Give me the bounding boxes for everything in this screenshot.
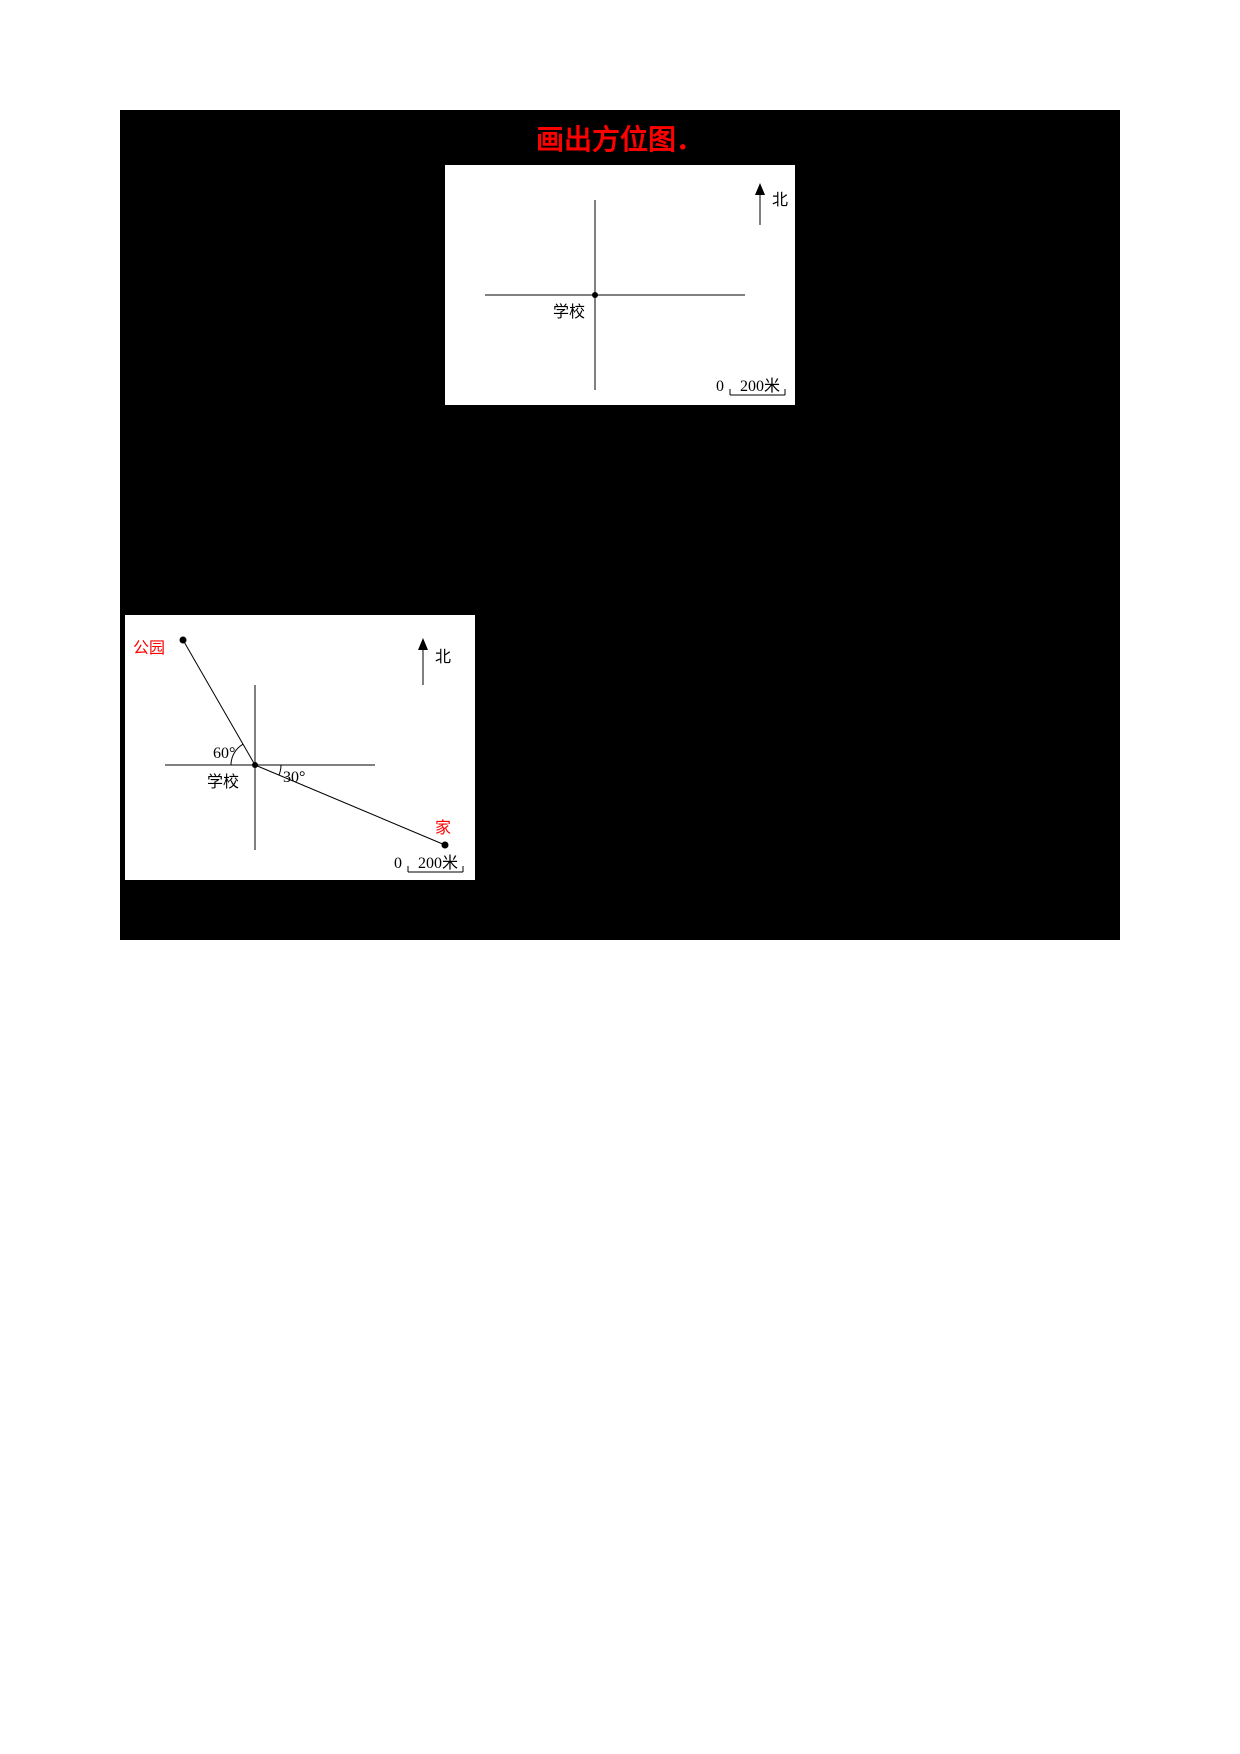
svg-text:公园: 公园 xyxy=(133,640,165,657)
diagram-top-svg: 学校 北 0 200米 xyxy=(445,165,795,405)
svg-text:北: 北 xyxy=(435,648,451,666)
page: 画出方位图． 学校北0200米 学校60°30°公园家北0200米 xyxy=(0,0,1240,1754)
diagram-top: 学校 北 0 200米 xyxy=(445,165,795,405)
svg-text:学校: 学校 xyxy=(553,303,585,321)
diagram-bottom-svg: 学校 60° 30° 公园家 北 0 200米 xyxy=(125,615,475,880)
svg-text:0: 0 xyxy=(716,378,724,395)
svg-text:200米: 200米 xyxy=(418,854,458,872)
svg-text:家: 家 xyxy=(435,819,451,837)
svg-text:学校: 学校 xyxy=(207,773,239,791)
svg-text:北: 北 xyxy=(772,191,788,209)
diagram-bottom: 学校 60° 30° 公园家 北 0 200米 xyxy=(125,615,475,880)
content-box: 画出方位图． 学校北0200米 学校60°30°公园家北0200米 xyxy=(120,110,1120,940)
svg-text:30°: 30° xyxy=(283,769,305,786)
page-title: 画出方位图． xyxy=(120,118,1120,158)
svg-text:200米: 200米 xyxy=(740,377,780,395)
svg-text:60°: 60° xyxy=(213,745,235,762)
svg-text:0: 0 xyxy=(394,855,402,872)
